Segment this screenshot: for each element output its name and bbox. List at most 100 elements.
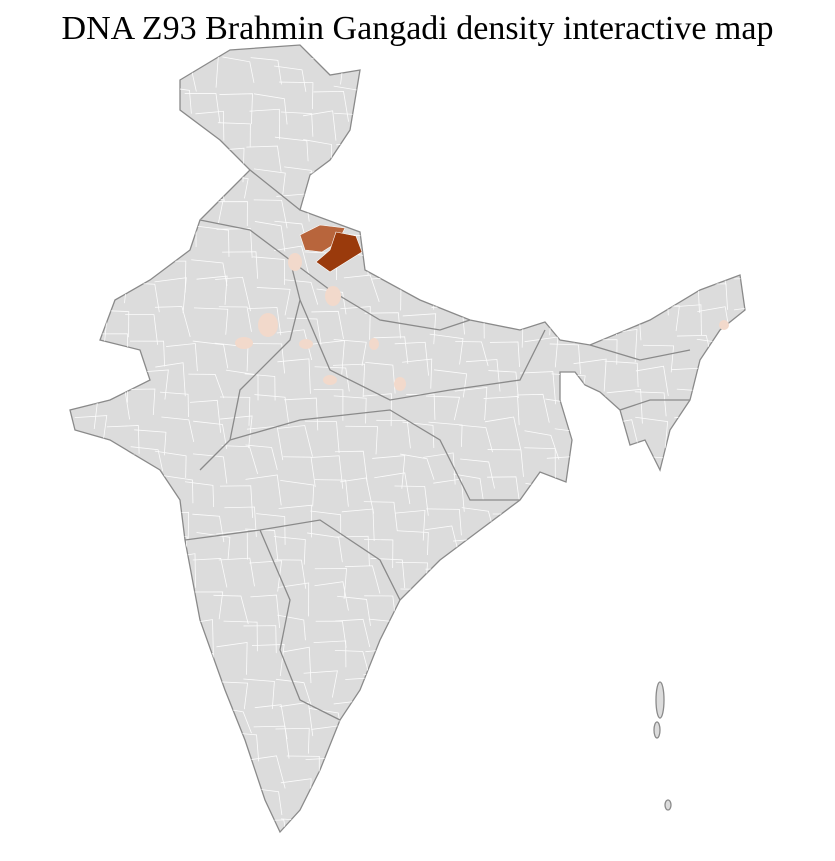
district-border-line bbox=[612, 177, 642, 205]
district-border-line bbox=[574, 86, 608, 118]
district-border-line bbox=[274, 245, 310, 276]
district-border-line bbox=[220, 415, 253, 449]
district-border-line bbox=[132, 50, 166, 80]
district-border-line bbox=[135, 817, 169, 832]
district-border-line bbox=[187, 679, 221, 709]
district-border-line bbox=[248, 307, 282, 336]
district-border-line bbox=[374, 784, 405, 818]
district-border-line bbox=[583, 199, 618, 225]
district-border-line bbox=[516, 706, 546, 735]
district-border-line bbox=[192, 453, 228, 484]
district-border-line bbox=[610, 445, 642, 478]
district-border-line bbox=[694, 451, 731, 483]
district-border-line bbox=[486, 778, 517, 811]
district-border-line bbox=[672, 669, 707, 699]
district-border-line bbox=[574, 174, 608, 208]
district-border-line bbox=[70, 692, 100, 729]
district-border-line bbox=[246, 145, 282, 172]
district-border-line bbox=[524, 642, 560, 669]
district-border-line bbox=[314, 568, 348, 599]
district-border-line bbox=[190, 722, 227, 757]
district-border-line bbox=[435, 231, 466, 262]
district-border-line bbox=[277, 582, 310, 617]
district-border-line bbox=[669, 53, 699, 81]
district-border-line bbox=[103, 536, 137, 567]
district-border-line bbox=[135, 145, 170, 178]
district-border-line bbox=[615, 673, 645, 706]
district-border-line bbox=[524, 430, 560, 460]
district-border-line bbox=[104, 500, 135, 531]
map-title: DNA Z93 Brahmin Gangadi density interact… bbox=[61, 10, 774, 47]
district-border-line bbox=[243, 678, 275, 710]
district-low[interactable] bbox=[325, 286, 341, 306]
district-border-line bbox=[249, 755, 286, 789]
district-border-line bbox=[616, 481, 649, 512]
district-border-line bbox=[426, 760, 457, 790]
district-border-line bbox=[332, 363, 366, 397]
district-border-line bbox=[544, 783, 573, 816]
district-border-line bbox=[95, 554, 125, 585]
district-border-line bbox=[727, 538, 745, 564]
district-border-line bbox=[278, 425, 313, 457]
india-outline[interactable] bbox=[69, 44, 746, 834]
district-border-line bbox=[215, 681, 249, 710]
district-border-line bbox=[640, 819, 674, 832]
district-border-line bbox=[696, 82, 733, 115]
district-low[interactable] bbox=[299, 339, 313, 349]
district-border-line bbox=[398, 216, 432, 253]
district-border-line bbox=[154, 672, 187, 708]
district-border-line bbox=[125, 784, 160, 820]
district-border-line bbox=[730, 448, 745, 485]
district-border-line bbox=[275, 727, 310, 754]
district-border-line bbox=[464, 569, 495, 600]
district-border-line bbox=[725, 588, 745, 617]
district-border-line bbox=[403, 165, 434, 196]
district-low[interactable] bbox=[288, 253, 302, 271]
district-border-line bbox=[553, 704, 585, 730]
district-border-line bbox=[399, 250, 436, 280]
district-border-line bbox=[315, 792, 351, 822]
district-low[interactable] bbox=[235, 337, 253, 349]
district-border-line bbox=[313, 388, 344, 421]
district-border-line bbox=[223, 620, 258, 652]
district-border-line bbox=[484, 416, 522, 450]
district-border-line bbox=[550, 722, 582, 758]
district-low[interactable] bbox=[258, 313, 278, 337]
district-border-line bbox=[279, 701, 314, 737]
district-border-line bbox=[222, 56, 255, 83]
district-border-line bbox=[582, 703, 614, 732]
district-border-line bbox=[336, 140, 368, 173]
district-border-line bbox=[154, 648, 183, 685]
district-border-line bbox=[101, 192, 135, 224]
district-low[interactable] bbox=[369, 338, 379, 350]
district-border-line bbox=[665, 733, 699, 759]
district-border-line bbox=[639, 120, 672, 147]
district-border-line bbox=[70, 370, 99, 405]
district-border-line bbox=[519, 808, 555, 832]
district-border-line bbox=[723, 786, 745, 821]
district-border-line bbox=[699, 204, 735, 236]
district-border-line bbox=[575, 513, 606, 545]
district-border-line bbox=[341, 508, 375, 542]
district-border-line bbox=[365, 108, 401, 140]
district-border-line bbox=[135, 559, 170, 594]
district-border-line bbox=[543, 565, 577, 596]
district-highest[interactable] bbox=[315, 231, 363, 273]
district-low[interactable] bbox=[323, 375, 337, 385]
district-border-line bbox=[610, 725, 643, 757]
district-border-line bbox=[185, 650, 217, 681]
district-border-line bbox=[103, 229, 135, 262]
district-border-line bbox=[71, 246, 107, 277]
district-border-line bbox=[486, 194, 520, 221]
district-border-line bbox=[606, 388, 643, 424]
district-border-line bbox=[585, 276, 620, 309]
district-border-line bbox=[313, 90, 349, 122]
district-border-line bbox=[373, 729, 407, 757]
district-border-line bbox=[669, 304, 702, 336]
district-border-line bbox=[406, 807, 440, 832]
district-low[interactable] bbox=[394, 377, 406, 391]
district-border-line bbox=[573, 536, 609, 566]
district-border-line bbox=[581, 559, 613, 590]
district-low[interactable] bbox=[719, 320, 729, 330]
